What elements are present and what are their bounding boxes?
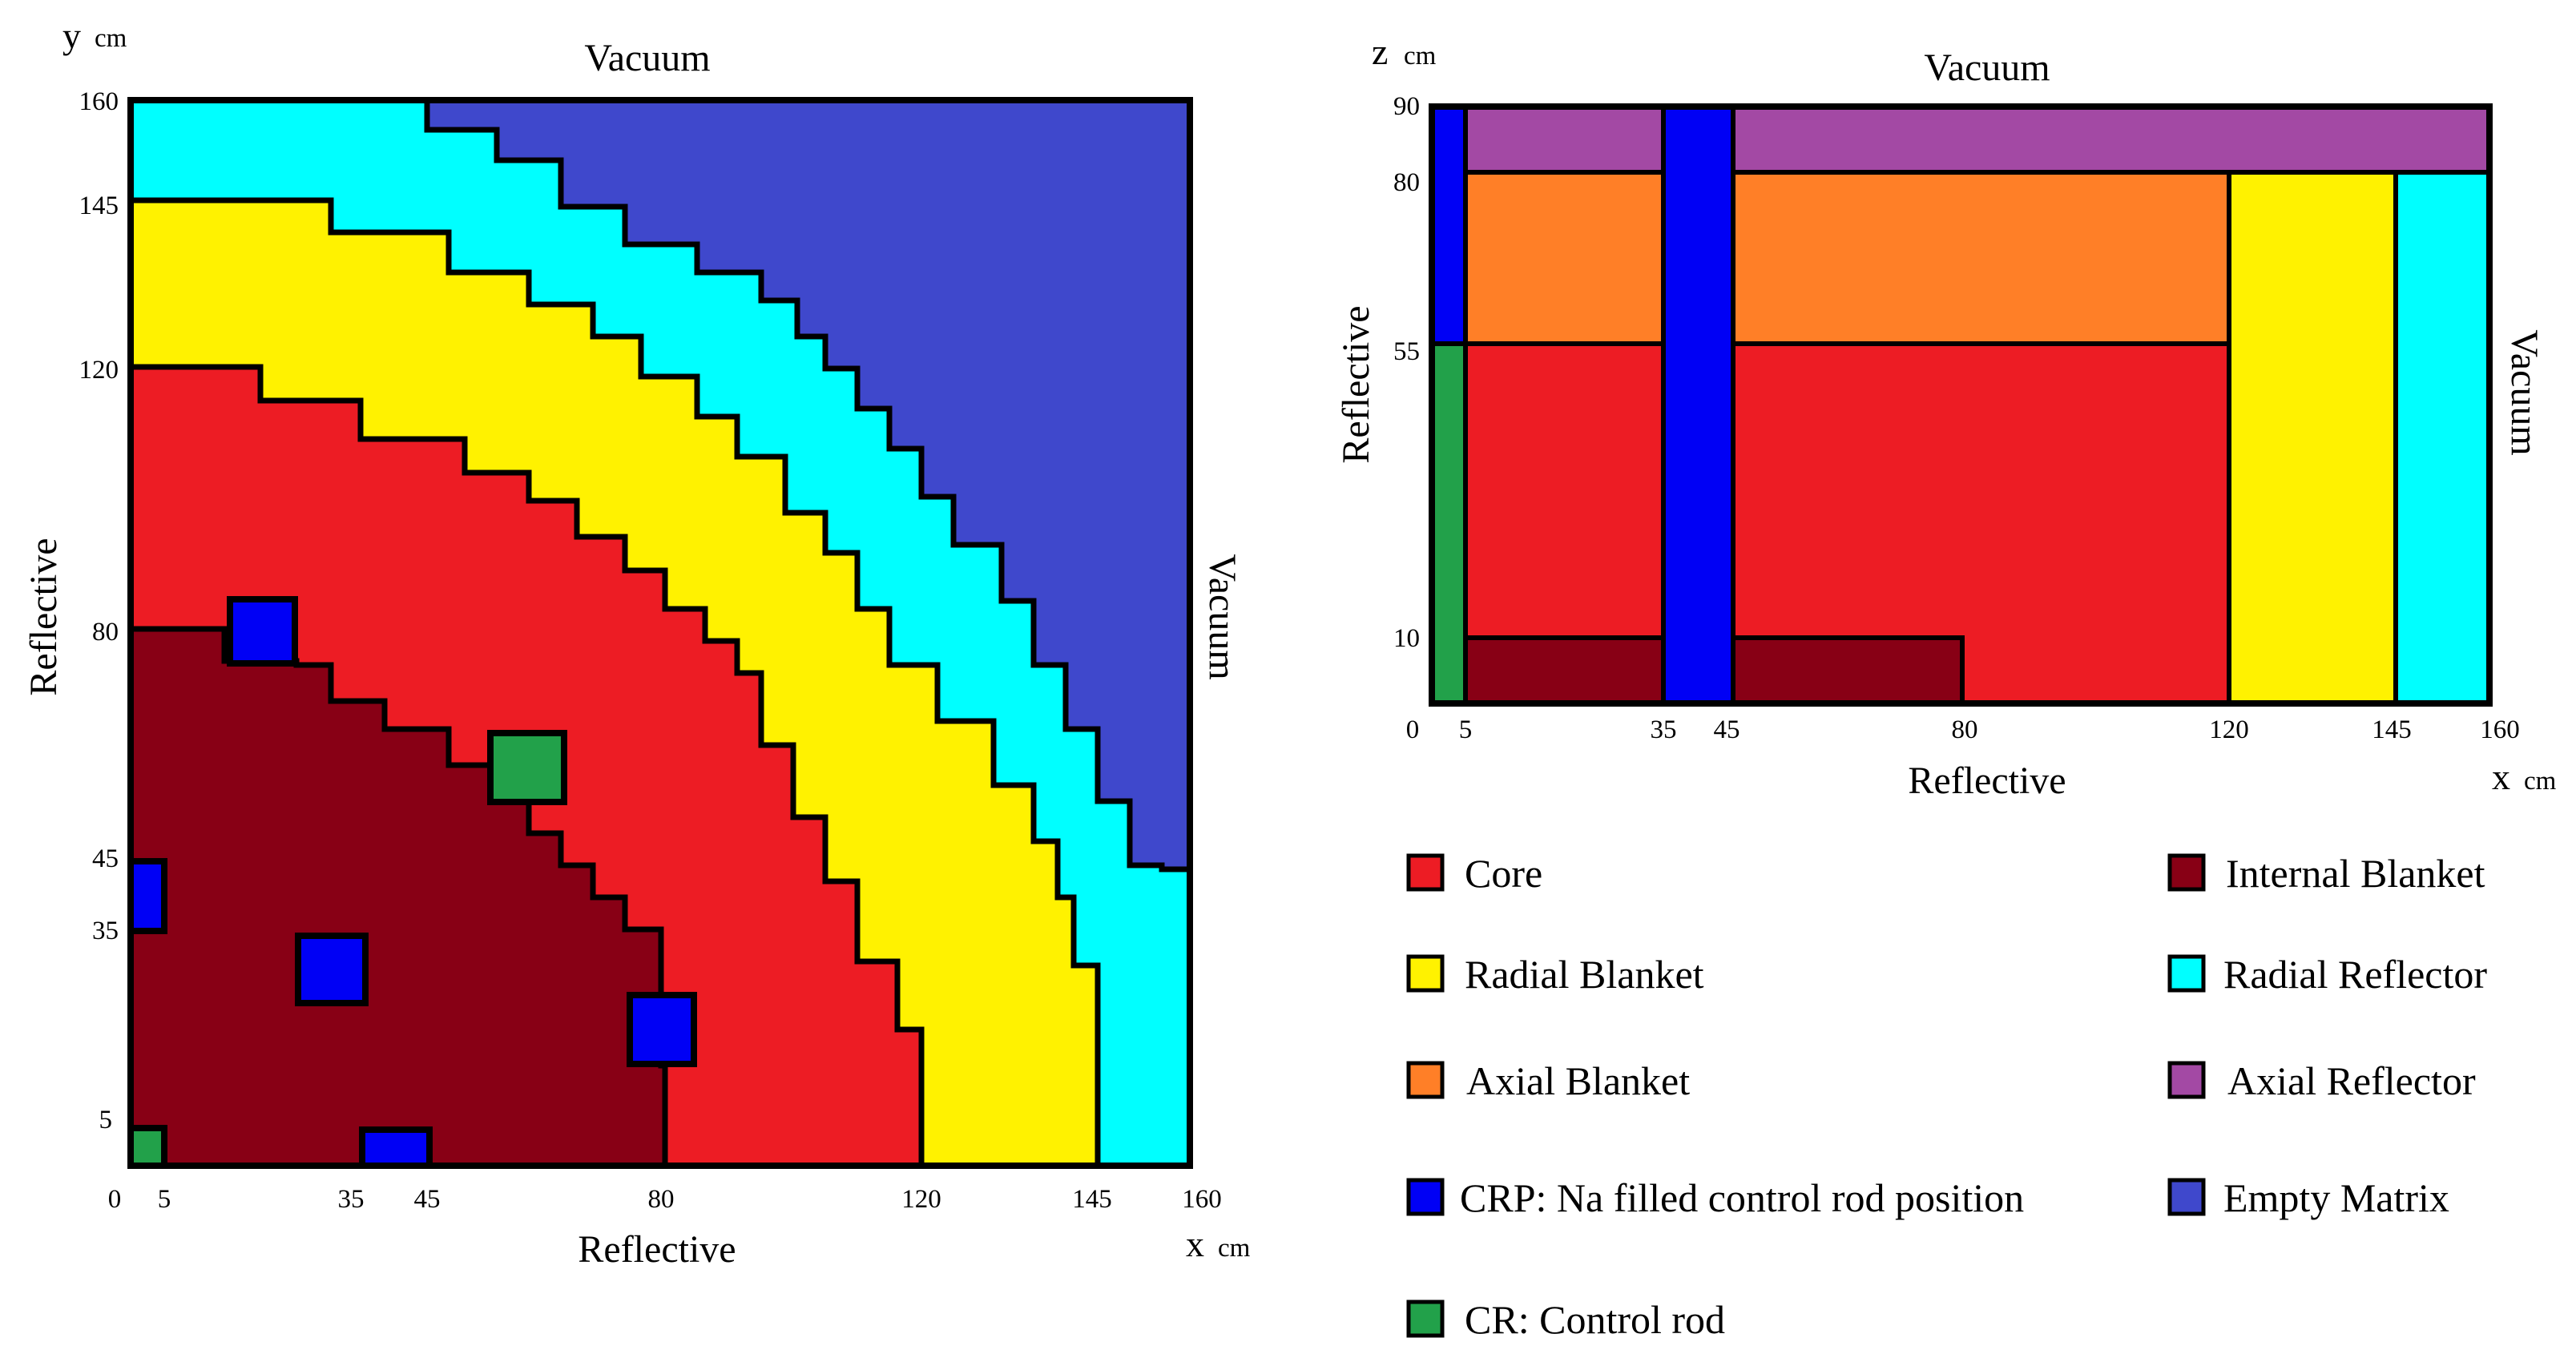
radial-y-axis-label: y <box>62 15 81 56</box>
y-tick: 160 <box>79 87 119 116</box>
axial-left-boundary: Reflective <box>1335 305 1377 463</box>
legend-label: CR: Control rod <box>1465 1297 1725 1342</box>
axial-z-unit: cm <box>1404 42 1437 71</box>
x-tick: 80 <box>1952 715 1978 744</box>
axial-radial-reflector-block <box>2393 170 2492 706</box>
legend-label: Radial Reflector <box>2223 952 2487 997</box>
radial-left-boundary: Reflective <box>22 538 65 695</box>
axial-crp-column <box>1429 104 1468 346</box>
crp-square <box>127 858 167 934</box>
legend-item-axial-reflector: Axial Reflector <box>2167 1058 2476 1103</box>
legend-label: Axial Blanket <box>1466 1058 1690 1103</box>
radial-right-boundary: Vacuum <box>1201 554 1244 679</box>
legend-label: Radial Blanket <box>1465 952 1704 997</box>
legend-item-axial-blanket: Axial Blanket <box>1406 1058 1690 1103</box>
legend-swatch <box>2167 1178 2206 1216</box>
x-tick: 120 <box>901 1185 941 1214</box>
axial-crp-column <box>1661 104 1735 706</box>
axial-x-unit: cm <box>2524 767 2557 796</box>
legend-item-cr: CR: Control rod <box>1406 1297 1725 1342</box>
axial-blanket-block <box>1731 170 2231 346</box>
y-tick: 80 <box>92 618 119 647</box>
legend-item-crp: CRP: Na filled control rod position <box>1406 1175 2024 1220</box>
legend-swatch <box>1406 1178 1445 1216</box>
radial-y-unit: cm <box>95 24 127 53</box>
legend-item-empty-matrix: Empty Matrix <box>2167 1175 2449 1220</box>
radial-view: y cm x cm Vacuum Reflective Reflective V… <box>22 15 1251 1271</box>
x-tick: 45 <box>414 1185 441 1214</box>
axial-radial-blanket-block <box>2227 170 2398 706</box>
x-tick: 5 <box>158 1185 171 1214</box>
axial-x-axis-label: x <box>2492 756 2510 797</box>
legend-label: Axial Reflector <box>2227 1058 2476 1103</box>
legend-item-internal-blanket: Internal Blanket <box>2167 851 2485 896</box>
x-tick: 35 <box>338 1185 365 1214</box>
axial-internal-blanket-block <box>1731 635 1965 706</box>
x-tick: 145 <box>2372 715 2412 744</box>
axial-blanket-block <box>1463 170 1666 346</box>
x-tick: 45 <box>1714 715 1740 744</box>
y-tick: 35 <box>92 917 119 945</box>
legend-swatch <box>1406 954 1445 993</box>
legend: Core Internal Blanket Radial Blanket Rad… <box>1406 851 2487 1342</box>
radial-x-axis-label: x <box>1186 1223 1204 1264</box>
axial-cr-column <box>1429 341 1468 706</box>
axial-z-axis-label: z <box>1372 31 1388 72</box>
x-tick: 160 <box>1182 1185 1222 1214</box>
x-tick: 80 <box>648 1185 675 1214</box>
axial-x-ticks: 0 5 35 45 80 120 145 160 <box>1406 715 2520 744</box>
cr-square <box>127 1125 167 1169</box>
axial-right-boundary: Vacuum <box>2503 329 2546 455</box>
radial-x-ticks: 0 5 35 45 80 120 145 160 <box>108 1185 1222 1214</box>
crp-square <box>627 992 697 1067</box>
x-tick: 0 <box>1406 715 1420 744</box>
radial-x-unit: cm <box>1218 1234 1251 1263</box>
y-tick: 45 <box>92 844 119 873</box>
legend-label: CRP: Na filled control rod position <box>1460 1175 2024 1220</box>
axial-reflector-block <box>1731 104 2492 175</box>
legend-item-core: Core <box>1406 851 1542 896</box>
legend-swatch <box>2167 853 2206 892</box>
z-tick: 10 <box>1393 624 1420 653</box>
legend-swatch <box>1406 1061 1445 1099</box>
axial-core-block <box>1463 341 1666 640</box>
x-tick: 120 <box>2209 715 2249 744</box>
radial-top-boundary: Vacuum <box>584 37 710 79</box>
axial-internal-blanket-block <box>1463 635 1666 706</box>
legend-label: Empty Matrix <box>2223 1175 2449 1220</box>
z-tick: 80 <box>1393 168 1420 197</box>
legend-swatch <box>2167 1061 2206 1099</box>
x-tick: 5 <box>1459 715 1473 744</box>
crp-square <box>227 596 298 667</box>
x-tick: 160 <box>2480 715 2520 744</box>
z-tick: 90 <box>1393 92 1420 121</box>
axial-view: z cm x cm Vacuum Reflective Reflective V… <box>1335 31 2557 802</box>
y-tick: 5 <box>99 1106 113 1134</box>
x-tick: 35 <box>1651 715 1677 744</box>
legend-label: Core <box>1465 851 1542 896</box>
radial-bottom-boundary: Reflective <box>578 1228 736 1271</box>
legend-swatch <box>2167 954 2206 993</box>
x-tick: 145 <box>1072 1185 1112 1214</box>
y-tick: 145 <box>79 191 119 220</box>
legend-swatch <box>1406 853 1445 892</box>
y-tick: 120 <box>79 356 119 385</box>
cr-square <box>487 730 567 805</box>
axial-bottom-boundary: Reflective <box>1908 760 2066 802</box>
axial-top-boundary: Vacuum <box>1924 46 2050 89</box>
radial-y-ticks: 160 145 120 80 45 35 5 <box>79 87 119 1134</box>
x-tick: 0 <box>108 1185 122 1214</box>
z-tick: 55 <box>1393 337 1420 366</box>
crp-square <box>295 933 369 1006</box>
axial-reflector-block <box>1463 104 1666 175</box>
legend-swatch <box>1406 1300 1445 1338</box>
crp-square <box>359 1126 433 1169</box>
legend-label: Internal Blanket <box>2226 851 2485 896</box>
legend-item-radial-reflector: Radial Reflector <box>2167 952 2487 997</box>
legend-item-radial-blanket: Radial Blanket <box>1406 952 1704 997</box>
axial-z-ticks: 90 80 55 10 <box>1393 92 1420 653</box>
